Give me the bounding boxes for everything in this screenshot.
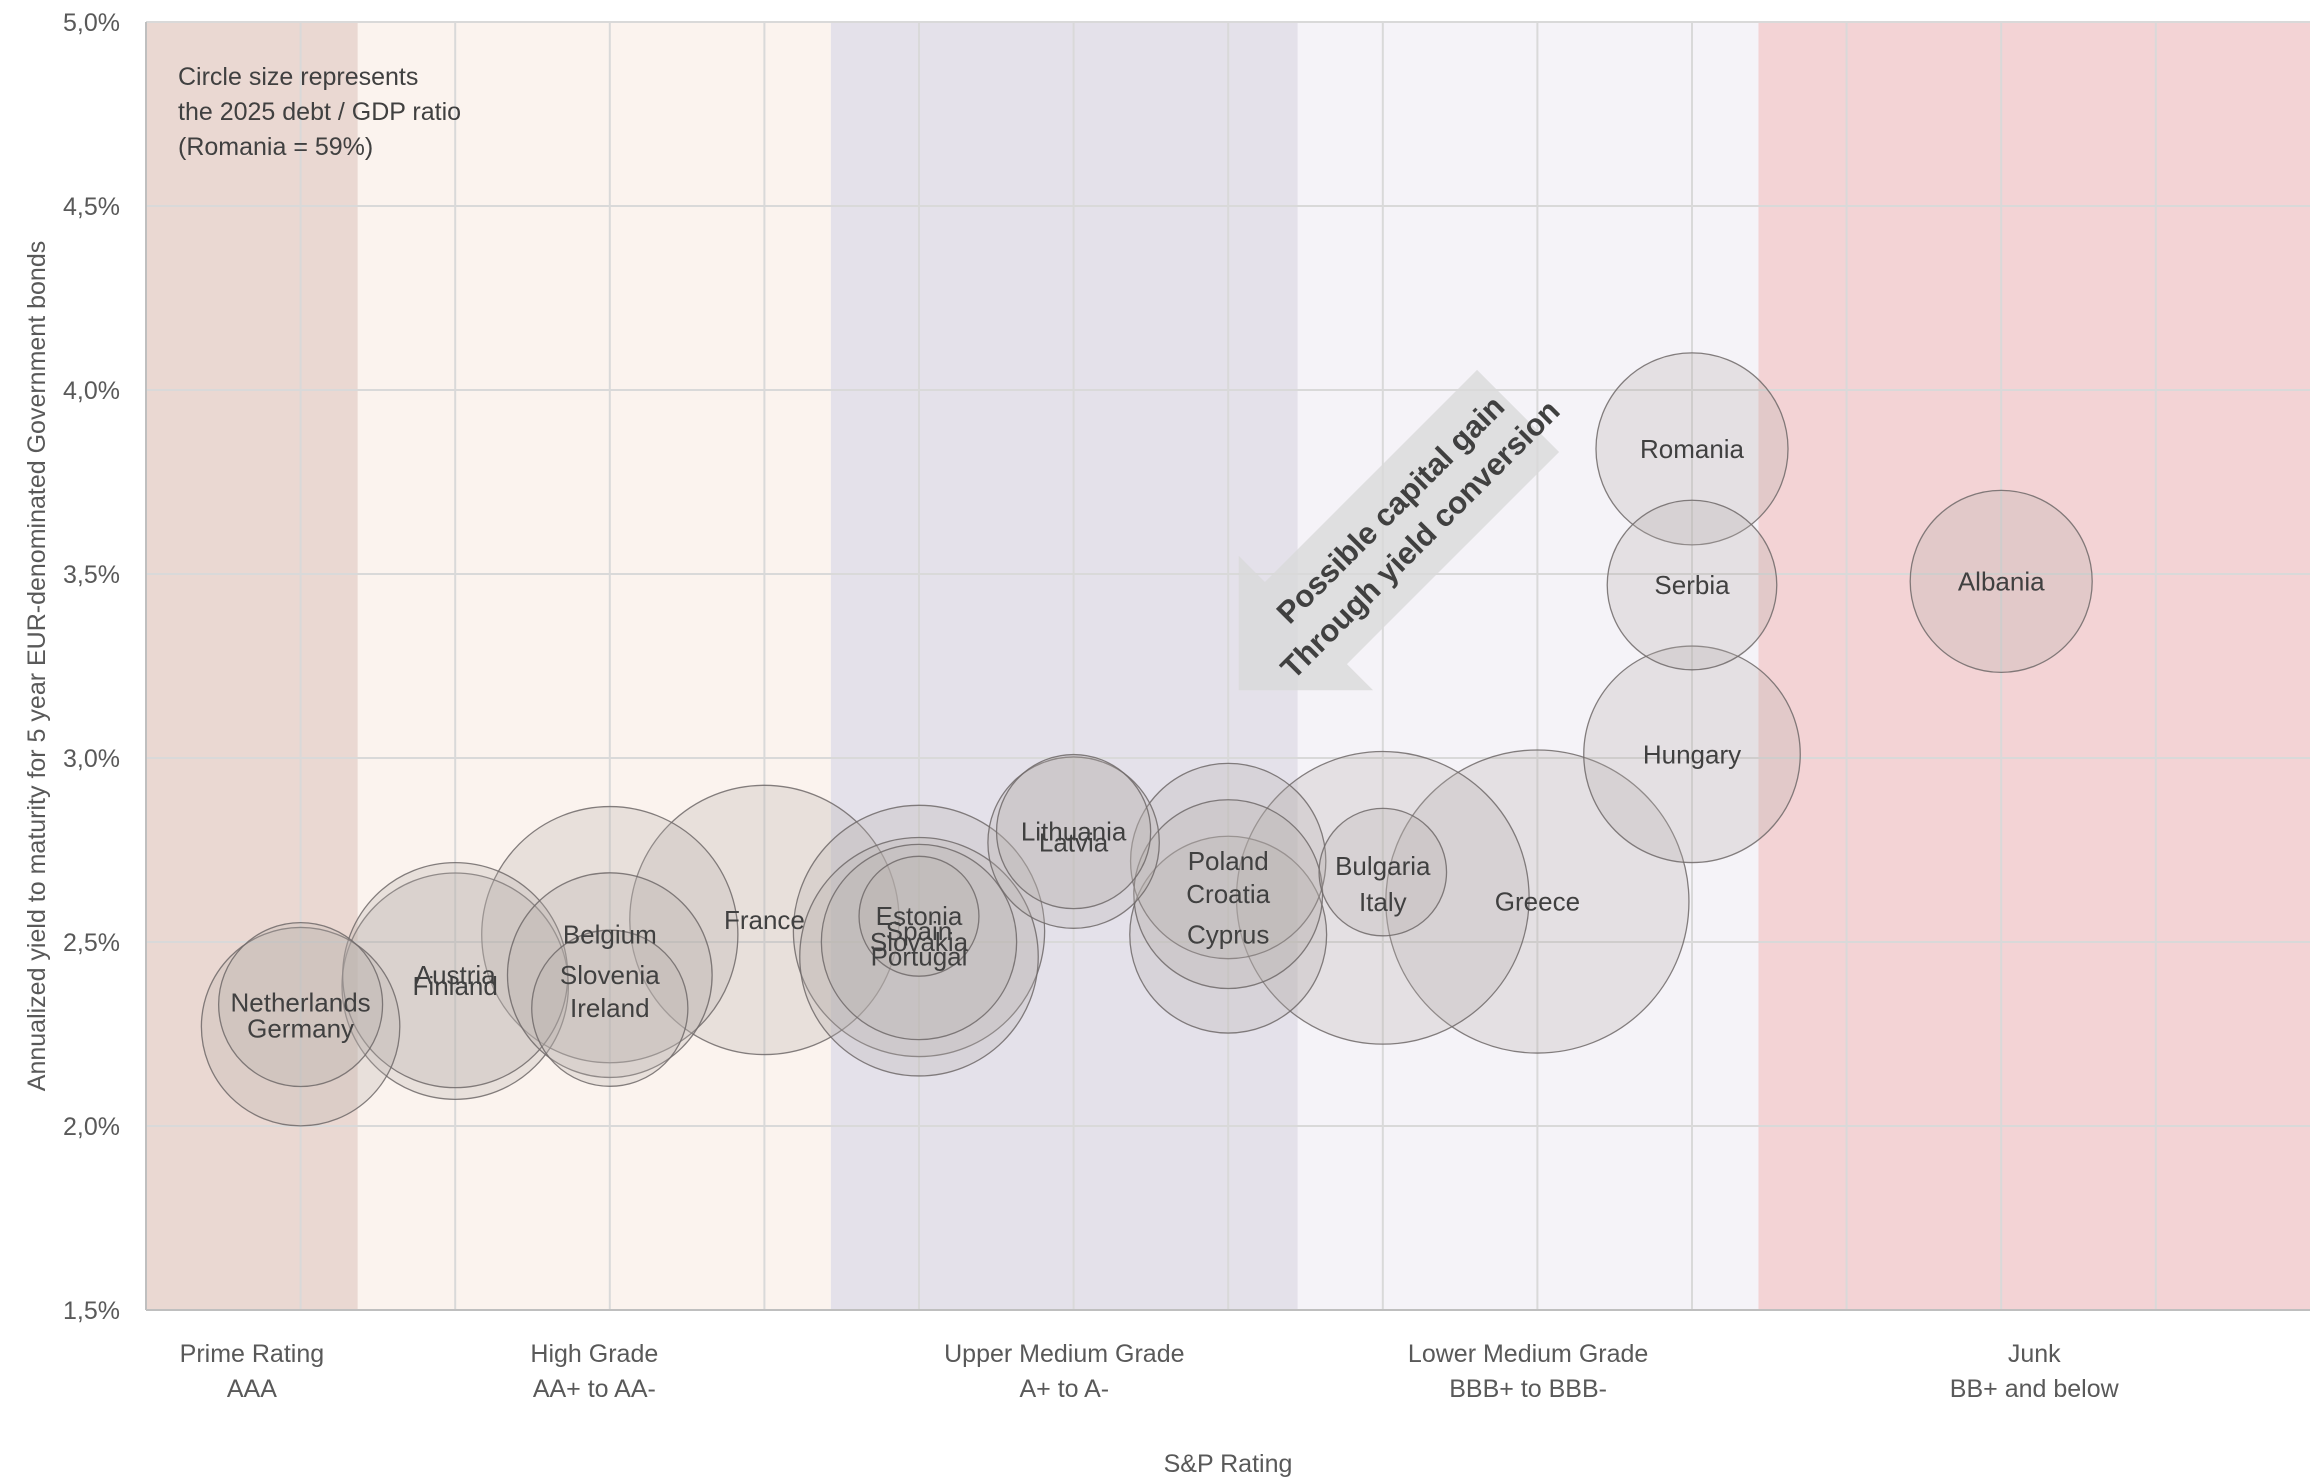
note-line-0: Circle size represents: [178, 63, 418, 91]
bubble-label-lithuania: Lithuania: [1021, 817, 1127, 847]
band-label-1: High Grade: [530, 1340, 658, 1368]
bubble-label-austria: Austria: [415, 960, 496, 990]
bubble-albania: [1909, 489, 2093, 674]
bubble-label-germany: Germany: [247, 1014, 354, 1044]
band-0: [146, 22, 358, 1310]
bubble-bulgaria: [1318, 807, 1448, 937]
bubble-estonia: [858, 855, 980, 977]
y-axis-title: Annualized yield to maturity for 5 year …: [23, 241, 51, 1091]
band-2: [830, 22, 1298, 1310]
bubble-poland: [1129, 762, 1327, 960]
bubble-label-hungary: Hungary: [1643, 739, 1741, 769]
bubble-label-greece: Greece: [1495, 887, 1580, 917]
bubble-romania: [1595, 352, 1789, 546]
bubble-cyprus: [1129, 835, 1328, 1034]
bubble-label-belgium: Belgium: [563, 920, 657, 950]
bubble-label-slovakia: Slovakia: [870, 927, 969, 957]
y-tick-label-0: 1,5%: [63, 1297, 120, 1325]
bubble-slovakia: [820, 843, 1018, 1041]
bubble-spain: [792, 804, 1046, 1058]
band-sublabel-0: AAA: [227, 1375, 277, 1403]
bubble-label-netherlands: Netherlands: [230, 988, 370, 1018]
band-label-4: Junk: [2008, 1340, 2061, 1368]
band-label-3: Lower Medium Grade: [1408, 1340, 1648, 1368]
bubble-label-ireland: Ireland: [570, 993, 650, 1023]
bubble-germany: [200, 926, 401, 1127]
bubble-slovenia: [506, 872, 713, 1079]
band-sublabel-2: A+ to A-: [1020, 1375, 1110, 1403]
x-axis-title: S&P Rating: [1164, 1450, 1293, 1478]
gridlines: [146, 21, 2310, 1311]
bubble-ireland: [531, 929, 689, 1087]
bubble-belgium: [481, 805, 739, 1064]
bubble-portugal: [799, 836, 1039, 1077]
bubble-label-france: France: [724, 905, 805, 935]
arrow-shape: [1238, 369, 1560, 691]
bubble-label-slovenia: Slovenia: [560, 960, 660, 990]
band-sublabel-1: AA+ to AA-: [533, 1375, 656, 1403]
bubble-label-poland: Poland: [1188, 846, 1269, 876]
bubble-serbia: [1606, 499, 1778, 671]
bubble-label-portugal: Portugal: [871, 942, 968, 972]
bubble-hungary: [1583, 645, 1801, 864]
bubble-label-croatia: Croatia: [1186, 879, 1270, 909]
note-line-2: (Romania = 59%): [178, 133, 373, 161]
bubble-label-cyprus: Cyprus: [1187, 920, 1269, 950]
bubble-label-bulgaria: Bulgaria: [1335, 851, 1431, 881]
y-tick-label-2: 2,5%: [63, 929, 120, 957]
y-tick-label-5: 4,0%: [63, 377, 120, 405]
bubble-latvia: [987, 756, 1160, 929]
bubble-label-italy: Italy: [1359, 887, 1407, 917]
note-line-1: the 2025 debt / GDP ratio: [178, 98, 461, 126]
band-label-2: Upper Medium Grade: [944, 1340, 1184, 1368]
y-tick-label-6: 4,5%: [63, 193, 120, 221]
bubble-label-latvia: Latvia: [1039, 828, 1109, 858]
y-tick-label-7: 5,0%: [63, 9, 120, 37]
bubble-lithuania: [995, 753, 1152, 910]
bubble-label-serbia: Serbia: [1654, 570, 1730, 600]
band-label-0: Prime Rating: [180, 1340, 325, 1368]
band-3: [1297, 22, 1759, 1310]
bubble-label-spain: Spain: [886, 916, 953, 946]
bubble-greece: [1385, 749, 1690, 1054]
bubble-label-finland: Finland: [413, 971, 498, 1001]
y-tick-label-4: 3,5%: [63, 561, 120, 589]
bubble-italy: [1235, 750, 1530, 1045]
bubble-label-albania: Albania: [1958, 566, 2045, 596]
bubble-label-estonia: Estonia: [876, 901, 963, 931]
bubbles: [200, 352, 2093, 1127]
bubble-netherlands: [217, 921, 384, 1088]
band-sublabel-4: BB+ and below: [1950, 1375, 2120, 1403]
band-sublabel-3: BBB+ to BBB-: [1449, 1375, 1607, 1403]
y-tick-label-1: 2,0%: [63, 1113, 120, 1141]
bubble-austria: [342, 861, 569, 1089]
y-tick-label-3: 3,0%: [63, 745, 120, 773]
bubble-label-romania: Romania: [1640, 434, 1745, 464]
band-1: [357, 22, 831, 1310]
bubble-france: [629, 784, 900, 1056]
axes: Prime Rating AAA High Grade AA+ to AA- Upper…: [23, 9, 2310, 1478]
